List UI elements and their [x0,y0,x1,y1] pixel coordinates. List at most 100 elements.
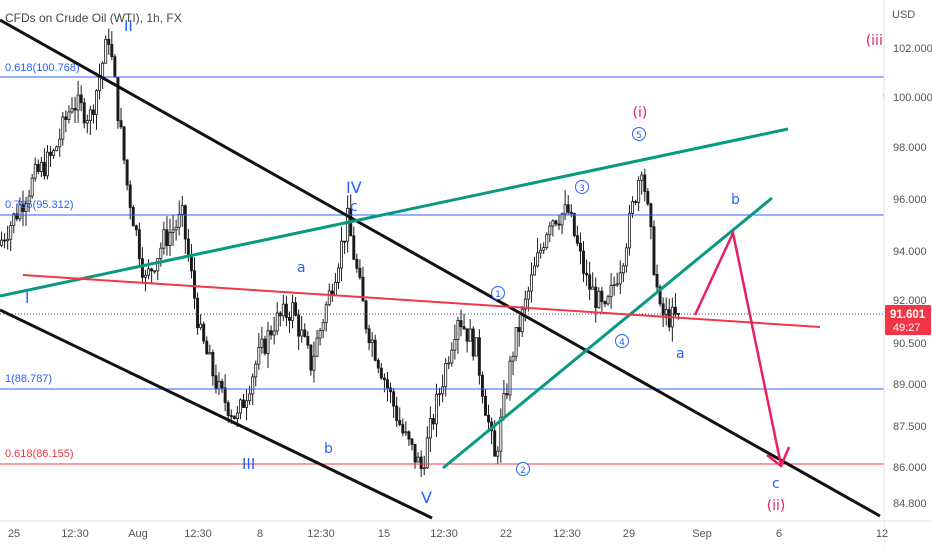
candle [517,314,521,347]
projection-polyline [693,229,783,466]
candle [223,374,227,412]
time-tick-label: 6 [776,528,782,540]
fib-levels: 0.618(100.768) 0.786(95.312) 1(88.787) 0… [0,62,884,465]
candle [643,168,647,202]
candle [76,80,80,124]
time-tick-label: 12:30 [553,528,581,540]
candle [640,171,644,195]
candle [539,243,543,259]
candle [18,197,22,222]
candle [600,286,604,312]
time-tick-label: 12:30 [61,528,89,540]
candle [373,334,377,362]
candle [425,426,429,470]
time-tick-label: 29 [623,528,635,540]
candle [655,264,659,294]
candle [465,328,469,353]
candle [450,342,454,367]
candle [542,242,546,255]
candle [52,148,56,159]
candle [122,126,126,165]
candle [91,104,95,124]
wave-label-V: V [421,488,432,507]
time-tick-label: 8 [257,528,263,540]
candle [438,387,442,407]
candle [416,452,420,463]
svg-text:5: 5 [636,131,642,141]
candle [193,257,196,310]
wave-circle-1: 1 [491,286,505,300]
candle [3,233,7,249]
candle [370,332,374,358]
price-axis[interactable]: USD 102.000 100.000 98.000 96.000 94.000 92.0… [883,0,932,550]
fib-label-100-768: 0.618(100.768) [5,62,80,74]
candle [128,180,132,220]
price-tick-label: 90.500 [893,338,927,350]
candle [575,225,579,247]
candle [606,294,610,306]
candle [444,358,448,397]
candle [533,256,536,276]
candle [386,371,389,402]
candle [95,89,98,130]
candle [456,316,460,354]
candle [0,231,4,248]
candle [520,306,524,337]
projection-path [693,229,791,468]
candle [202,321,206,345]
candle [82,97,86,129]
candle [572,212,576,238]
candle [306,331,310,349]
candle [661,297,665,328]
candle [46,145,49,180]
candle [134,224,138,236]
candle [627,204,631,256]
candle [352,226,356,261]
candle [499,408,503,463]
candle [477,329,481,385]
candle [560,212,564,235]
candle [392,387,396,418]
candle [340,226,344,282]
candle [603,300,607,308]
candle [637,176,641,212]
time-axis[interactable]: 25 12:30 Aug 12:30 8 12:30 15 12:30 22 12:30 29 Sep… [0,520,932,550]
candle [514,327,518,362]
candle [346,195,350,253]
candle [144,270,147,292]
candle [183,204,187,254]
fib-label-86-155: 0.618(86.155) [5,448,74,460]
candle [73,96,77,124]
candle [269,325,273,340]
candle [364,299,368,334]
candle [428,406,432,453]
black-channel-upper [0,18,881,518]
wave-label-a1: a [297,260,306,276]
candle [355,253,359,273]
candle [107,28,111,55]
candle [70,97,74,114]
candle [551,219,555,237]
wave-circle-3: 3 [575,180,589,194]
wave-label-i: (i) [633,105,648,121]
candle [312,341,316,383]
candle [104,35,108,64]
candle [422,455,426,476]
candle [6,225,10,250]
candle [398,407,402,427]
candle [263,335,267,356]
candle [471,326,475,361]
red-line [22,274,821,328]
wave-label-iii: (iii) [866,33,889,49]
price-tick-label: 102.000 [893,43,932,55]
candle [242,393,245,408]
candle [42,148,46,180]
price-tick-label: 87.500 [893,421,927,433]
candle [168,218,172,256]
candle [275,302,279,336]
candle [401,418,405,437]
wave-label-ii: (ii) [767,498,786,514]
candle [309,344,313,376]
candle [631,196,634,218]
